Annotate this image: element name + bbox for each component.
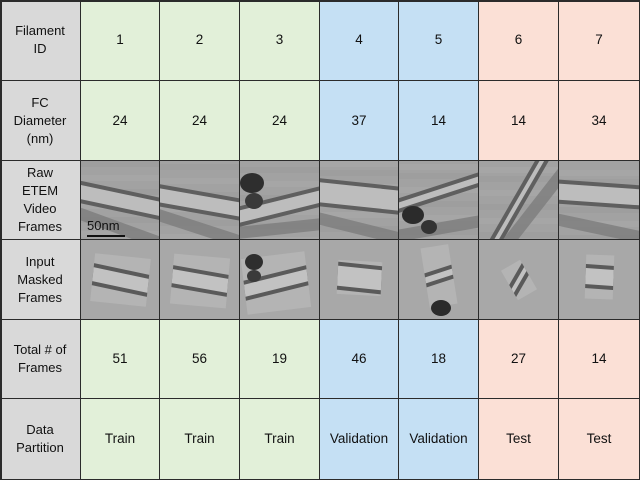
masked-frame-image-1 bbox=[81, 240, 159, 319]
raw-frames-cell-5 bbox=[399, 161, 479, 240]
row-header-data-partition: Data Partition bbox=[0, 399, 81, 480]
data-partition-cell-3: Train bbox=[240, 399, 320, 480]
filament-id-cell-3: 3 bbox=[240, 0, 320, 81]
fc-diameter-cell-6: 14 bbox=[479, 81, 559, 161]
filament-core bbox=[169, 260, 231, 302]
raw-frames-cell-2 bbox=[160, 161, 240, 240]
row-header-masked-frames: Input Masked Frames bbox=[0, 240, 81, 320]
filament-core bbox=[81, 177, 159, 224]
table-left-border bbox=[0, 0, 2, 480]
scale-bar-line bbox=[87, 235, 125, 237]
filament-core bbox=[420, 248, 458, 304]
data-partition-cell-1: Train bbox=[81, 399, 160, 480]
filament-core bbox=[240, 257, 312, 309]
masked-frames-cell-5 bbox=[399, 240, 479, 320]
row-header-total-frames: Total # of Frames bbox=[0, 320, 81, 399]
raw-frames-cell-1: 50nm bbox=[81, 161, 160, 240]
raw-frame-image-5 bbox=[399, 161, 478, 239]
raw-frame-image-2 bbox=[160, 161, 239, 239]
particle bbox=[431, 300, 451, 316]
data-partition-cell-6: Test bbox=[479, 399, 559, 480]
data-partition-cell-2: Train bbox=[160, 399, 240, 480]
masked-frames-cell-6 bbox=[479, 240, 559, 320]
table-top-border bbox=[0, 0, 640, 2]
particle bbox=[247, 270, 261, 282]
filament-core bbox=[500, 259, 538, 301]
raw-frame-image-4 bbox=[320, 161, 398, 239]
total-frames-cell-1: 51 bbox=[81, 320, 160, 399]
masked-frames-cell-1 bbox=[81, 240, 160, 320]
masked-frame-image-3 bbox=[240, 240, 319, 319]
raw-frame-image-3 bbox=[240, 161, 319, 239]
particle bbox=[421, 220, 437, 234]
masked-frame-image-7 bbox=[559, 240, 639, 319]
filament-core bbox=[336, 259, 383, 297]
fc-diameter-cell-4: 37 bbox=[320, 81, 399, 161]
filament-core bbox=[240, 181, 319, 232]
fc-diameter-cell-3: 24 bbox=[240, 81, 320, 161]
row-header-raw-frames: Raw ETEM Video Frames bbox=[0, 161, 81, 240]
data-partition-cell-5: Validation bbox=[399, 399, 479, 480]
particle bbox=[245, 254, 263, 270]
total-frames-cell-6: 27 bbox=[479, 320, 559, 399]
masked-frames-cell-2 bbox=[160, 240, 240, 320]
raw-frames-cell-7 bbox=[559, 161, 640, 240]
filament-core bbox=[559, 180, 639, 209]
raw-frames-cell-3 bbox=[240, 161, 320, 240]
particle bbox=[245, 193, 263, 209]
masked-frame-image-6 bbox=[479, 240, 558, 319]
total-frames-cell-7: 14 bbox=[559, 320, 640, 399]
filament-core bbox=[90, 256, 151, 304]
fc-diameter-cell-2: 24 bbox=[160, 81, 240, 161]
data-partition-cell-7: Test bbox=[559, 399, 640, 480]
filament-core bbox=[399, 164, 478, 221]
raw-frame-image-1 bbox=[81, 161, 159, 239]
raw-frames-cell-6 bbox=[479, 161, 559, 240]
total-frames-cell-2: 56 bbox=[160, 320, 240, 399]
scale-bar: 50nm bbox=[87, 217, 125, 237]
filament-id-cell-2: 2 bbox=[160, 0, 240, 81]
filament-core bbox=[320, 178, 398, 215]
filament-core bbox=[160, 181, 239, 224]
row-header-filament-id: Filament ID bbox=[0, 0, 81, 81]
row-header-fc-diameter: FC Diameter (nm) bbox=[0, 81, 81, 161]
filament-core bbox=[479, 161, 558, 239]
masked-frames-cell-4 bbox=[320, 240, 399, 320]
filament-core bbox=[584, 263, 615, 291]
data-partition-cell-4: Validation bbox=[320, 399, 399, 480]
masked-frame-image-5 bbox=[399, 240, 478, 319]
fc-diameter-cell-5: 14 bbox=[399, 81, 479, 161]
masked-frames-cell-3 bbox=[240, 240, 320, 320]
filament-id-cell-4: 4 bbox=[320, 0, 399, 81]
masked-frames-cell-7 bbox=[559, 240, 640, 320]
masked-frame-image-2 bbox=[160, 240, 239, 319]
fc-diameter-cell-1: 24 bbox=[81, 81, 160, 161]
total-frames-cell-3: 19 bbox=[240, 320, 320, 399]
filament-id-cell-5: 5 bbox=[399, 0, 479, 81]
filament-id-cell-7: 7 bbox=[559, 0, 640, 81]
raw-frame-image-7 bbox=[559, 161, 639, 239]
masked-frame-image-4 bbox=[320, 240, 398, 319]
filament-id-cell-1: 1 bbox=[81, 0, 160, 81]
total-frames-cell-5: 18 bbox=[399, 320, 479, 399]
fc-diameter-cell-7: 34 bbox=[559, 81, 640, 161]
raw-frame-image-6 bbox=[479, 161, 558, 239]
total-frames-cell-4: 46 bbox=[320, 320, 399, 399]
particle bbox=[240, 173, 264, 193]
particle bbox=[402, 206, 424, 224]
scale-bar-label: 50nm bbox=[87, 218, 120, 233]
filament-id-cell-6: 6 bbox=[479, 0, 559, 81]
raw-frames-cell-4 bbox=[320, 161, 399, 240]
